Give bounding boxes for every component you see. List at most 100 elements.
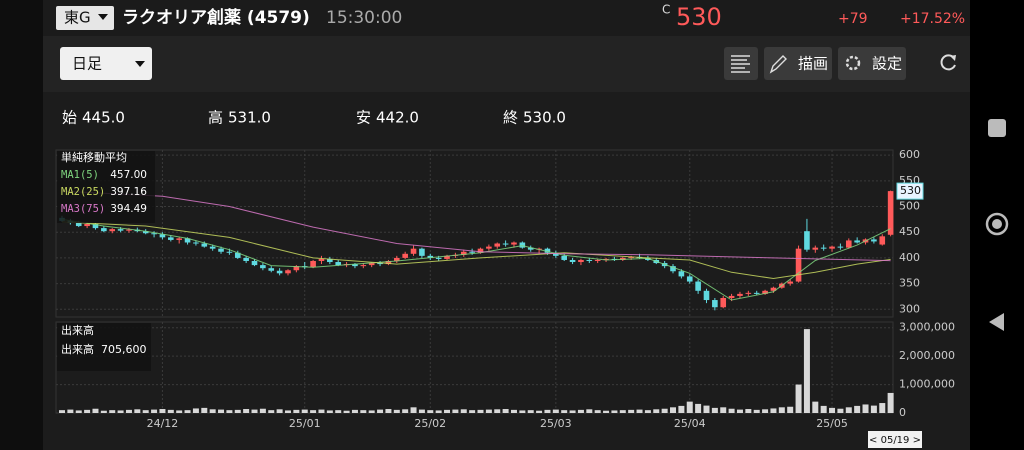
- volume-tick-label: 3,000,000: [899, 321, 955, 334]
- volume-bar: [209, 409, 216, 413]
- candle-body: [561, 255, 567, 260]
- candle-body: [686, 276, 693, 282]
- candle-body: [486, 246, 492, 249]
- ohlc-value: 442.0: [376, 109, 419, 127]
- volume-bar: [829, 407, 836, 413]
- ma-line: [61, 190, 891, 262]
- volume-bar: [460, 409, 467, 413]
- price: 530: [676, 3, 722, 31]
- settings-button[interactable]: [838, 47, 906, 80]
- volume-bar: [301, 409, 308, 413]
- volume-bar: [410, 407, 417, 413]
- draw-button[interactable]: [764, 47, 832, 80]
- candle-body: [168, 237, 174, 240]
- volume-bar: [753, 409, 760, 413]
- volume-bar: [125, 409, 132, 413]
- candle-body: [879, 236, 886, 245]
- volume-bar: [636, 409, 643, 413]
- volume-bar: [192, 408, 199, 413]
- ma-line: [61, 218, 891, 301]
- y-tick-label: 400: [899, 251, 920, 264]
- candle-body: [151, 233, 157, 235]
- refresh-icon[interactable]: [940, 54, 956, 71]
- candle-body: [712, 300, 718, 308]
- volume-bar: [59, 410, 65, 413]
- volume-bar: [368, 410, 375, 413]
- x-tick-label: 24/12: [147, 417, 179, 430]
- candle-body: [586, 259, 593, 261]
- volume-bar: [862, 404, 869, 413]
- candle-body: [234, 252, 241, 258]
- pencil-icon: [769, 55, 787, 74]
- back-button[interactable]: [989, 313, 1004, 331]
- volume-bar: [485, 409, 492, 413]
- candle-body: [352, 264, 358, 267]
- recents-button[interactable]: [988, 119, 1006, 137]
- ohlc-label: 終: [503, 109, 518, 127]
- volume-bar: [544, 409, 551, 413]
- candle-body: [762, 290, 768, 294]
- volume-bar: [586, 409, 593, 413]
- volume-bar: [812, 401, 819, 413]
- volume-bar: [259, 408, 266, 413]
- y-tick-label: 350: [899, 277, 920, 290]
- candle-body: [402, 253, 408, 258]
- cursor-date-box[interactable]: [868, 431, 922, 448]
- legend-value: 397.16: [110, 186, 147, 198]
- y-tick-label: 300: [899, 302, 920, 315]
- volume-bar: [84, 409, 91, 413]
- volume-bar: [100, 410, 107, 413]
- volume-bar: [226, 410, 233, 413]
- volume-bar: [720, 407, 727, 413]
- legend-name: MA1(5): [61, 169, 99, 181]
- volume-bar: [670, 407, 677, 413]
- volume-bar: [561, 410, 568, 413]
- legend-value: 394.49: [110, 203, 147, 215]
- candle-body: [477, 248, 484, 253]
- volume-bar: [594, 410, 601, 413]
- candle-body: [368, 263, 375, 266]
- candle-body: [820, 247, 827, 249]
- volume-bar: [393, 409, 400, 413]
- volume-bar: [628, 409, 635, 413]
- candle-body: [887, 191, 894, 235]
- volume-bar: [536, 410, 543, 413]
- volume-tick-label: 2,000,000: [899, 349, 955, 362]
- volume-bar: [678, 405, 685, 413]
- candle-body: [394, 257, 400, 261]
- settings-label: 設定: [872, 55, 902, 73]
- candle-body: [745, 292, 752, 294]
- candle-body: [569, 259, 576, 263]
- candle-body: [327, 258, 333, 263]
- period-select[interactable]: [60, 47, 152, 80]
- candle-body: [795, 248, 802, 282]
- volume-bar: [770, 408, 777, 413]
- x-tick-label: 25/04: [674, 417, 706, 430]
- volume-bar: [377, 409, 384, 413]
- volume-bar: [310, 410, 317, 413]
- volume-bar: [845, 407, 852, 413]
- volume-bar: [276, 409, 283, 413]
- volume-bar: [736, 409, 743, 413]
- volume-bar: [234, 409, 241, 413]
- volume-bar: [519, 410, 526, 413]
- candle-body: [126, 229, 132, 231]
- candle-body: [75, 222, 82, 227]
- volume-bar: [67, 409, 74, 413]
- home-button[interactable]: [985, 212, 1009, 236]
- home-dot: [992, 219, 1002, 229]
- x-tick-label: 25/05: [816, 417, 848, 430]
- volume-bar: [611, 410, 618, 413]
- legend-box: [57, 323, 151, 371]
- ohlc-value: 531.0: [228, 109, 271, 127]
- market-select[interactable]: [56, 6, 114, 30]
- legend-title: 単純移動平均: [61, 150, 127, 164]
- volume-bar: [661, 408, 668, 413]
- candle-body: [469, 251, 475, 253]
- candle-body: [385, 260, 392, 265]
- candle-body: [845, 240, 852, 248]
- volume-bar: [803, 329, 810, 413]
- volume-bar: [745, 409, 752, 413]
- volume-bar: [686, 401, 693, 413]
- period: 日足: [72, 55, 102, 73]
